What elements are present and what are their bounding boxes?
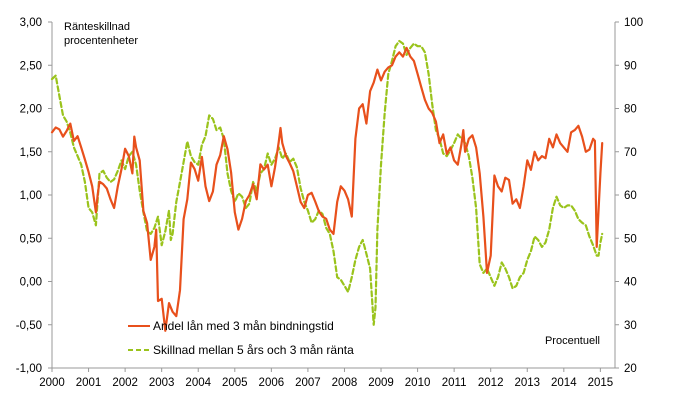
x-tick-label: 2001 (76, 377, 102, 389)
x-tick-label: 2007 (295, 377, 321, 389)
x-tick-label: 2012 (478, 377, 504, 389)
y-left-tick-label: -1,00 (16, 363, 42, 375)
x-tick-label: 2015 (588, 377, 614, 389)
series-line-andel-lan (50, 46, 604, 332)
y-left-tick-label: 3,00 (20, 17, 42, 29)
legend: Andel lån med 3 mån bindningstid Skillna… (128, 319, 354, 357)
y-right-tick-label: 90 (624, 60, 637, 72)
y-left-tick-label: 2,00 (20, 104, 42, 116)
y-right-tick-label: 40 (624, 277, 637, 289)
y-left-tick-label: -0,50 (16, 320, 42, 332)
legend-label-andel-lan: Andel lån med 3 mån bindningstid (153, 319, 334, 333)
left-axis-label-line2: procentenheter (64, 35, 138, 47)
y-right-tick-label: 100 (624, 17, 643, 29)
x-tick-label: 2002 (112, 377, 138, 389)
x-tick-label: 2006 (259, 377, 285, 389)
y-left-tick-label: 1,00 (20, 190, 42, 202)
y-left-tick-label: 1,50 (20, 147, 42, 159)
x-tick-label: 2003 (149, 377, 175, 389)
left-axis-label-line1: Ränteskillnad (64, 21, 130, 33)
y-left-tick-label: 2,50 (20, 60, 42, 72)
y-left-tick-label: 0,50 (20, 233, 42, 245)
x-tick-label: 2014 (551, 377, 577, 389)
x-tick-label: 2011 (442, 377, 467, 389)
series-lines (50, 39, 604, 332)
axes: -1,00 -0,50 0,00 0,50 1,00 1,50 2,00 2,50 3,00 20… (16, 17, 643, 389)
x-tick-label: 2013 (514, 377, 540, 389)
x-tick-label: 2008 (332, 377, 358, 389)
y-right-tick-label: 20 (624, 363, 637, 375)
y-left-tick-label: 0,00 (20, 277, 42, 289)
x-tick-label: 2005 (222, 377, 248, 389)
right-axis-label: Procentuell (545, 335, 600, 347)
x-tick-label: 2000 (39, 377, 65, 389)
y-right-tick-label: 30 (624, 320, 637, 332)
y-right-tick-label: 50 (624, 233, 637, 245)
y-right-tick-label: 70 (624, 147, 637, 159)
x-tick-label: 2009 (368, 377, 394, 389)
y-right-tick-label: 80 (624, 104, 637, 116)
x-tick-label: 2004 (185, 377, 211, 389)
y-right-tick-label: 60 (624, 190, 637, 202)
series-line-skillnad (50, 39, 604, 326)
x-tick-label: 2010 (405, 377, 431, 389)
legend-label-skillnad: Skillnad mellan 5 års och 3 mån ränta (153, 343, 354, 357)
